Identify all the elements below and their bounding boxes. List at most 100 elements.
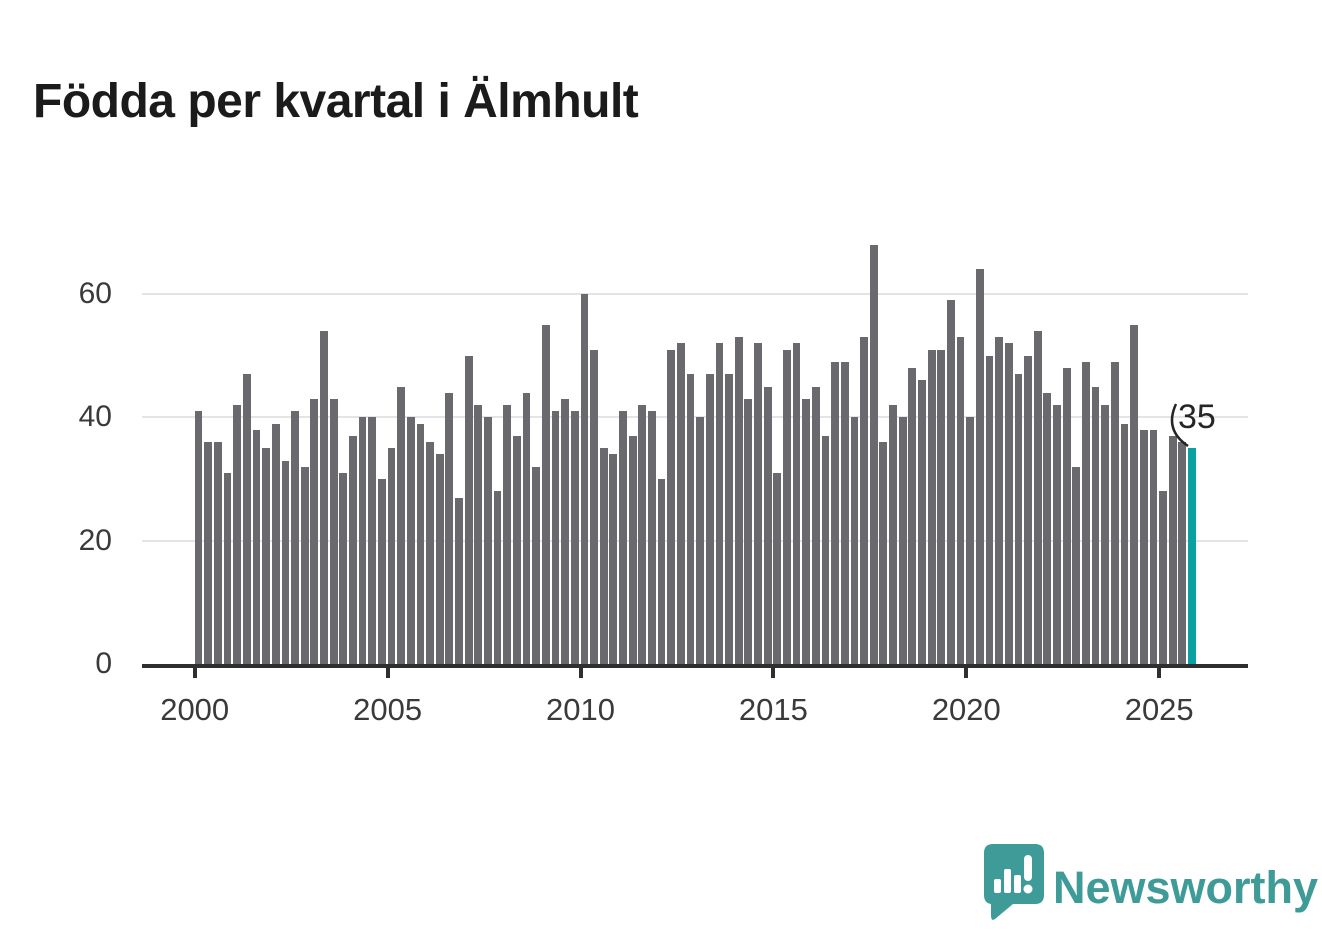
bar: [908, 368, 917, 664]
bar: [358, 417, 367, 664]
bar: [1004, 343, 1013, 664]
bar: [1082, 361, 1090, 664]
bar: [271, 423, 280, 664]
bar: [1149, 429, 1158, 664]
bar: [725, 374, 733, 664]
bar: [1139, 429, 1148, 664]
chart-title: Födda per kvartal i Älmhult: [33, 75, 639, 129]
bar: [1024, 355, 1032, 664]
bar: [956, 337, 965, 664]
bar: [686, 374, 695, 664]
bar: [744, 398, 753, 664]
x-tick-label-2005: 2005: [353, 692, 423, 727]
bar: [281, 460, 290, 664]
bar: [985, 355, 994, 664]
newsworthy-logo-icon: [984, 844, 1044, 920]
bar: [1159, 491, 1167, 664]
x-tick-label-2025: 2025: [1124, 692, 1194, 727]
bar: [522, 392, 531, 664]
gridline-40: [142, 416, 1248, 419]
bar: [1043, 392, 1052, 664]
bar: [339, 472, 348, 664]
bar: [1033, 331, 1042, 664]
bar: [783, 349, 791, 664]
bar: [821, 435, 830, 664]
bar: [619, 411, 627, 664]
bar: [310, 398, 319, 664]
y-tick-label-20: 20: [78, 523, 112, 557]
bar: [1130, 324, 1139, 664]
bar: [937, 349, 946, 664]
bar: [1101, 405, 1110, 664]
bar: [561, 398, 569, 664]
bar: [532, 466, 541, 664]
bar: [995, 337, 1004, 664]
bar: [966, 417, 975, 664]
bar: [696, 417, 705, 664]
bar: [628, 435, 637, 664]
bar: [599, 448, 608, 664]
bar: [705, 374, 714, 664]
bar: [648, 411, 656, 664]
bar: [387, 448, 396, 664]
bar: [512, 435, 521, 664]
bar: [947, 300, 955, 664]
bar: [416, 423, 425, 664]
gridline-20: [142, 539, 1248, 542]
bar: [1062, 368, 1071, 664]
bar: [792, 343, 801, 664]
bar: [609, 454, 618, 664]
bar: [368, 417, 377, 664]
bar: [763, 386, 772, 664]
bar: [204, 442, 213, 664]
bar: [811, 386, 820, 664]
bar: [975, 269, 984, 664]
bar: [1072, 466, 1081, 664]
bar: [754, 343, 762, 664]
bar: [262, 448, 270, 664]
bar: [638, 405, 647, 664]
bar: [580, 294, 589, 664]
bar: [657, 479, 666, 664]
bar: [194, 411, 203, 664]
bar: [445, 392, 454, 664]
bar: [840, 361, 849, 664]
bar-highlight-latest-quarter: [1188, 448, 1196, 664]
bar: [464, 355, 473, 664]
bar: [474, 405, 483, 664]
bar: [493, 491, 502, 664]
bar: [676, 343, 685, 664]
bar: [590, 349, 598, 664]
bar: [551, 411, 560, 664]
bar: [879, 442, 888, 664]
bar: [503, 405, 512, 664]
highlight-value-label: 35: [1178, 398, 1216, 436]
bar: [349, 435, 357, 664]
bar: [860, 337, 868, 664]
y-tick-label-0: 0: [95, 647, 112, 680]
bar: [889, 405, 897, 664]
bar: [734, 337, 743, 664]
bar: [541, 324, 550, 664]
bar: [213, 442, 222, 664]
x-axis-line: [142, 664, 1248, 668]
bar: [918, 380, 926, 664]
bar: [291, 411, 299, 664]
gridline-60: [142, 293, 1248, 296]
bar: [252, 429, 261, 664]
bar: [869, 244, 878, 664]
x-tick-2015: [771, 668, 776, 678]
x-tick-label-2015: 2015: [738, 692, 808, 727]
bar: [406, 417, 415, 664]
x-tick-2025: [1157, 668, 1162, 678]
bar: [320, 331, 328, 664]
bar: [1168, 435, 1177, 664]
bar: [898, 417, 907, 664]
bar: [397, 386, 406, 664]
x-tick-label-2010: 2010: [546, 692, 615, 727]
bar: [426, 442, 434, 664]
x-tick-2005: [385, 668, 390, 678]
bar: [329, 398, 338, 664]
bar: [455, 497, 463, 664]
